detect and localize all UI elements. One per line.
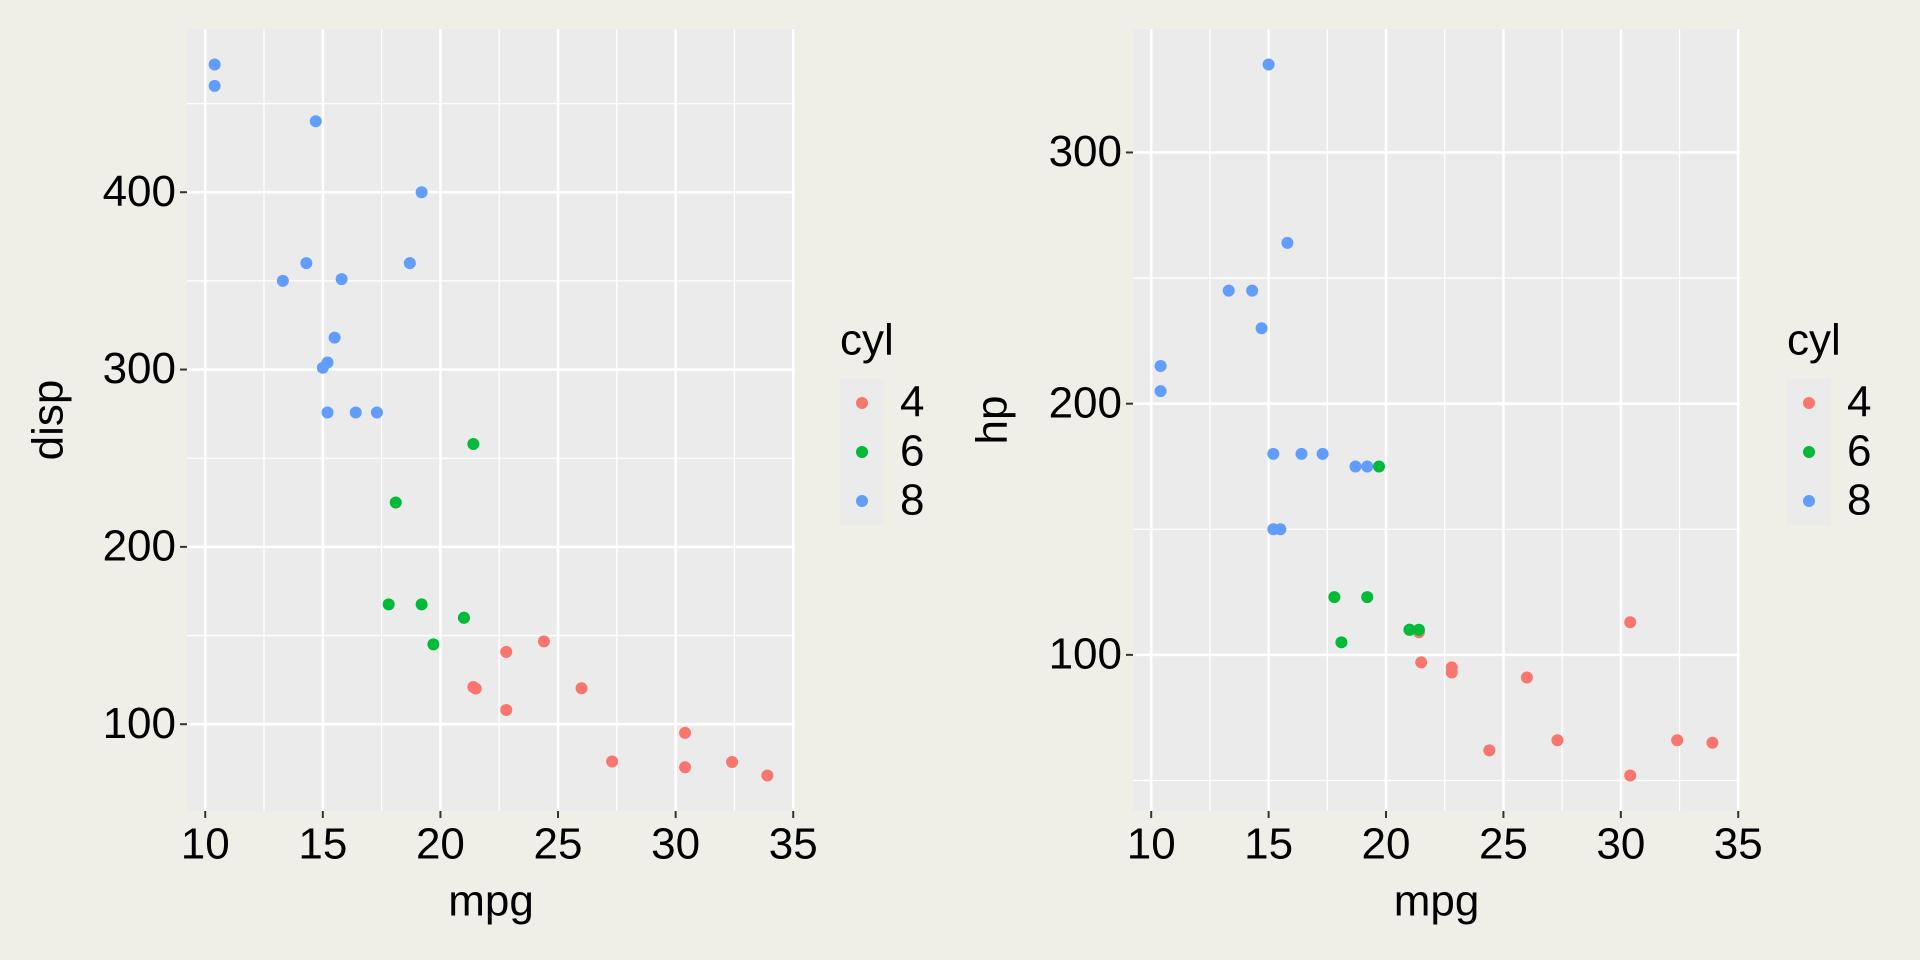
legend-title: cyl [840, 316, 894, 365]
point [300, 257, 313, 270]
legend-swatch [1803, 495, 1815, 507]
point [1624, 769, 1637, 782]
x-tick-label: 10 [1127, 820, 1176, 869]
point [467, 438, 480, 451]
point [1328, 591, 1341, 604]
point [679, 761, 692, 774]
x-axis-title: mpg [1394, 877, 1480, 926]
legend-swatch [856, 446, 868, 458]
legend-swatch [856, 495, 868, 507]
point [370, 406, 383, 419]
point [415, 186, 428, 199]
y-tick-label: 100 [1049, 630, 1122, 679]
point [1267, 447, 1280, 460]
point [349, 406, 362, 419]
point [457, 611, 470, 624]
point [1445, 661, 1458, 674]
point [208, 79, 221, 92]
panel [1133, 29, 1740, 811]
point [1281, 236, 1294, 249]
point [1361, 460, 1374, 473]
x-tick-label: 25 [1479, 820, 1528, 869]
point [1154, 359, 1167, 372]
point [1483, 744, 1496, 757]
point [1295, 447, 1308, 460]
legend-label: 6 [1847, 427, 1871, 476]
x-tick-label: 35 [769, 820, 818, 869]
panel [187, 29, 795, 811]
y-tick-label: 300 [1049, 127, 1122, 176]
y-tick-label: 200 [1049, 378, 1122, 427]
point [1671, 734, 1684, 747]
point [427, 638, 440, 651]
y-tick-label: 100 [103, 699, 176, 748]
point [316, 361, 329, 374]
point [403, 257, 416, 270]
point [276, 274, 289, 287]
point [1361, 591, 1374, 604]
y-tick-label: 300 [103, 344, 176, 393]
point [1154, 385, 1167, 398]
y-axis-title: hp [968, 396, 1017, 445]
legend-label: 4 [1847, 378, 1871, 427]
point [1349, 460, 1362, 473]
x-tick-label: 20 [1362, 820, 1411, 869]
point [309, 115, 322, 128]
legend-title: cyl [1787, 316, 1841, 365]
point [1255, 322, 1268, 335]
point [761, 769, 774, 782]
point [1335, 636, 1348, 649]
x-axis-title: mpg [448, 877, 534, 926]
x-tick-label: 30 [651, 820, 700, 869]
point [606, 755, 619, 768]
y-axis-title: disp [24, 380, 73, 461]
point [1551, 734, 1564, 747]
point [1706, 736, 1719, 749]
point [500, 704, 513, 717]
x-tick-label: 25 [534, 820, 583, 869]
x-tick-label: 15 [298, 820, 347, 869]
x-tick-label: 35 [1714, 820, 1763, 869]
legend-swatch [1803, 446, 1815, 458]
point [1372, 460, 1385, 473]
legend-label: 8 [1847, 476, 1871, 525]
point [537, 635, 550, 648]
point [382, 598, 395, 611]
y-tick-label: 200 [103, 522, 176, 571]
point [415, 598, 428, 611]
point [1222, 284, 1235, 297]
point [321, 406, 334, 419]
point [1316, 447, 1329, 460]
point [1246, 284, 1259, 297]
point [726, 755, 739, 768]
point [467, 680, 480, 693]
legend-label: 6 [900, 427, 924, 476]
point [328, 331, 341, 344]
legend-label: 4 [900, 378, 924, 427]
legend-label: 8 [900, 476, 924, 525]
point [208, 58, 221, 71]
point [1403, 623, 1416, 636]
point [575, 682, 588, 695]
point [1520, 671, 1533, 684]
point [1267, 523, 1280, 536]
point [500, 645, 513, 658]
point [1262, 58, 1275, 71]
legend-swatch [856, 397, 868, 409]
point [389, 496, 402, 509]
x-tick-label: 15 [1244, 820, 1293, 869]
point [1415, 656, 1428, 669]
x-tick-label: 20 [416, 820, 465, 869]
point [1412, 623, 1425, 636]
x-tick-label: 30 [1596, 820, 1645, 869]
point [335, 273, 348, 286]
y-tick-label: 400 [103, 167, 176, 216]
point [1624, 616, 1637, 629]
point [679, 726, 692, 739]
x-tick-label: 10 [181, 820, 230, 869]
legend-swatch [1803, 397, 1815, 409]
